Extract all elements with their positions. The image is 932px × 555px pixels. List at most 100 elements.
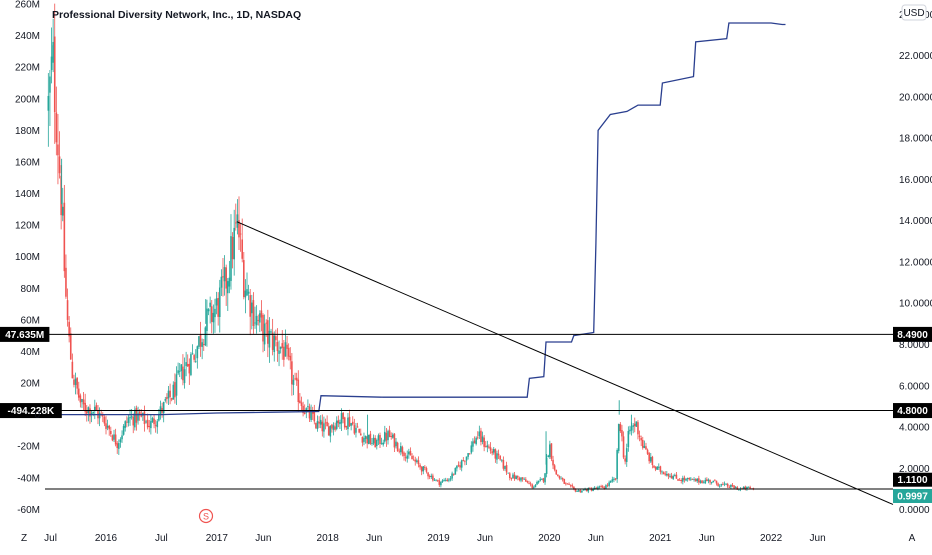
candle-body xyxy=(730,484,732,488)
candle-body xyxy=(651,456,654,465)
candle-body xyxy=(126,421,128,423)
time-axis-tick-label: Jun xyxy=(588,533,604,544)
left-level-badge xyxy=(0,403,62,419)
candle-body xyxy=(361,436,364,443)
candle-body xyxy=(252,300,255,326)
candle-body xyxy=(746,486,748,489)
candle-body xyxy=(690,478,692,480)
candle-body xyxy=(395,441,397,447)
candle-body xyxy=(459,465,461,468)
candle-body xyxy=(555,469,558,475)
candle-body xyxy=(223,267,226,282)
candle-body xyxy=(382,442,385,445)
candle-body xyxy=(110,431,112,435)
candle-body xyxy=(218,287,221,317)
time-axis-tick-label: Jul xyxy=(44,533,57,544)
candle-body xyxy=(186,363,189,367)
candle-body xyxy=(271,332,274,350)
auto-scale-button[interactable]: A xyxy=(909,533,916,544)
candle-body xyxy=(398,450,401,452)
candle-body xyxy=(276,342,279,352)
candle-body xyxy=(480,430,482,443)
candle-body xyxy=(633,423,636,427)
trendline-layer xyxy=(236,221,894,505)
right-axis-tick-label: 0.0000 xyxy=(899,505,930,516)
candle-body xyxy=(550,443,553,459)
split-event-marker[interactable]: S xyxy=(198,508,214,524)
candle-body xyxy=(566,483,569,485)
candle-body xyxy=(638,435,641,438)
time-axis[interactable]: Jul 2016 Jul 2017 Jun 2018 Jun 2019 Jun 2020 Jun 20… xyxy=(44,533,826,544)
candle-body xyxy=(377,435,380,441)
candle-body xyxy=(384,431,386,442)
candle-body xyxy=(355,427,357,433)
candle-body xyxy=(539,479,542,481)
candle-body xyxy=(520,477,522,481)
candle-body xyxy=(500,459,503,461)
candle-body xyxy=(233,227,235,260)
candle-body xyxy=(270,331,272,333)
time-axis-tick-label: Jun xyxy=(810,533,826,544)
candle-body xyxy=(345,425,348,428)
right-level-badge xyxy=(893,403,932,419)
candle-body xyxy=(449,478,452,480)
candle-body xyxy=(68,321,70,337)
timezone-button[interactable]: Z xyxy=(21,533,27,544)
candle-body xyxy=(441,480,444,482)
candle-body xyxy=(720,484,723,486)
candle-body xyxy=(531,484,534,488)
candle-body xyxy=(353,425,356,434)
candle-body xyxy=(76,377,78,389)
candle-body xyxy=(685,478,687,481)
candle-body xyxy=(169,390,171,398)
candle-body xyxy=(178,370,181,372)
candle-body xyxy=(371,443,373,444)
candle-body xyxy=(111,435,114,441)
time-axis-tick-label: Jun xyxy=(366,533,382,544)
candle-body xyxy=(657,466,660,468)
indicator-layer xyxy=(45,22,786,416)
right-level-badge xyxy=(893,326,932,342)
candles xyxy=(47,3,755,494)
candle-body xyxy=(608,482,610,486)
candle-body xyxy=(257,319,260,321)
time-axis-tick-label: Jul xyxy=(155,533,168,544)
candle-body xyxy=(199,334,202,347)
candle-body xyxy=(408,451,410,455)
price-badge-label: 1.1100 xyxy=(897,475,927,486)
candle-body xyxy=(526,481,529,483)
candle-body xyxy=(61,206,64,216)
candle-body xyxy=(507,472,509,474)
candle-body xyxy=(625,448,628,462)
candle-body xyxy=(202,344,205,345)
left-axis-tick-label: -60M xyxy=(17,505,40,516)
candle-body xyxy=(334,426,336,430)
time-axis-tick-label: 2022 xyxy=(760,533,783,544)
candle-body xyxy=(659,466,662,472)
candle-body xyxy=(172,384,175,400)
indicator-line xyxy=(45,22,786,416)
candle-body xyxy=(446,479,449,482)
candle-body xyxy=(462,460,465,461)
left-axis-tick-label: -20M xyxy=(17,442,40,453)
candle-body xyxy=(177,370,179,374)
candle-body xyxy=(576,491,578,493)
candle-body xyxy=(323,423,325,432)
candle-body xyxy=(656,466,658,470)
currency-button[interactable]: USD xyxy=(901,4,927,21)
candle-body xyxy=(342,412,344,420)
left-level-label: 47.635M xyxy=(5,330,44,341)
candle-body xyxy=(154,424,157,426)
candle-body xyxy=(605,485,607,489)
left-axis[interactable]: 260M 240M 220M 200M 180M 160M 140M 120M 100M 80M 6… xyxy=(15,0,40,516)
candle-body xyxy=(135,408,138,423)
candle-body xyxy=(568,483,570,485)
candle-body xyxy=(286,344,288,349)
candle-body xyxy=(666,473,668,476)
candle-body xyxy=(646,449,649,454)
candle-body xyxy=(58,156,61,174)
candle-body xyxy=(92,411,94,414)
candle-body xyxy=(393,433,396,448)
candle-body xyxy=(388,430,391,438)
